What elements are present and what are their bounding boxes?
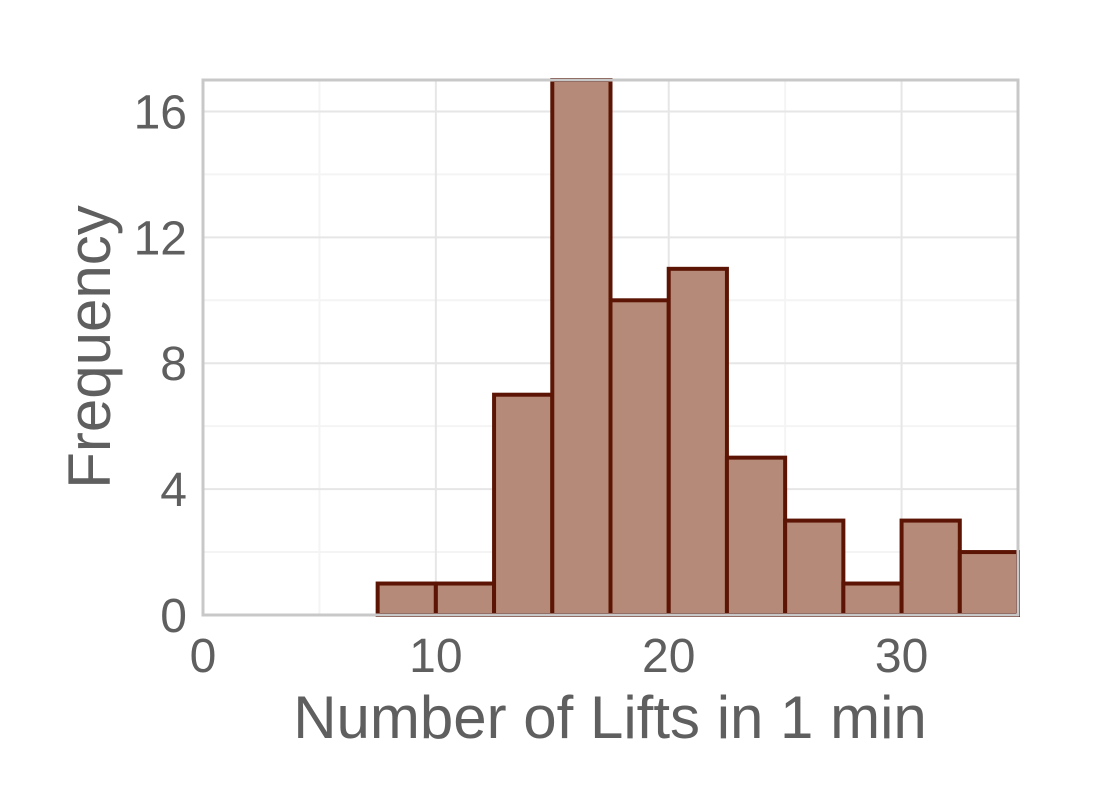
histogram-bar: [375, 581, 438, 618]
histogram-bar: [724, 455, 788, 617]
x-tick-label: 30: [875, 630, 928, 683]
histogram-bar: [957, 550, 1020, 618]
y-axis-ticks: 0 4 8 12 16: [134, 86, 187, 643]
histogram-bar: [433, 581, 497, 618]
x-tick-label: 0: [190, 630, 217, 683]
y-tick-label: 8: [160, 338, 187, 391]
x-axis-label: Number of Lifts in 1 min: [293, 684, 927, 751]
histogram-bar: [841, 581, 904, 618]
y-axis-label: Frequency: [56, 205, 123, 488]
histogram-bar: [899, 518, 962, 618]
y-tick-label: 4: [160, 464, 187, 517]
histogram-bar: [783, 518, 846, 618]
histogram-bar: [608, 298, 671, 617]
histogram-bar: [666, 266, 729, 617]
x-axis-ticks: 0 10 20 30: [190, 630, 929, 683]
panel-border: [201, 78, 1020, 617]
y-tick-label: 16: [134, 86, 187, 139]
x-tick-label: 10: [409, 630, 462, 683]
y-tick-label: 0: [160, 590, 187, 643]
y-tick-label: 12: [134, 212, 187, 265]
histogram-bar: [550, 78, 613, 617]
bars: [375, 78, 1020, 618]
histogram-bar: [492, 392, 555, 617]
x-tick-label: 20: [642, 630, 695, 683]
